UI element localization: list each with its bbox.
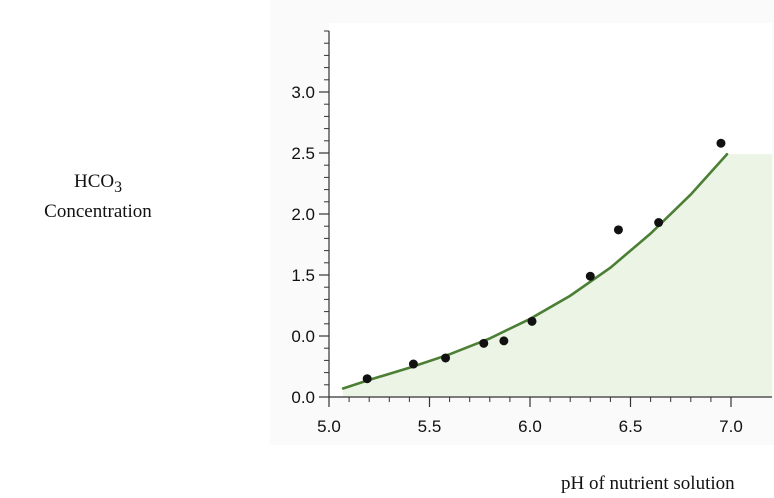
data-point	[654, 218, 664, 228]
x-tick-label: 5.5	[418, 417, 442, 436]
data-point	[613, 225, 623, 235]
y-axis-label: HCO3 Concentration	[18, 170, 178, 224]
y-tick-label: 3.0	[291, 83, 315, 102]
y-axis-label-line-1: HCO3	[18, 170, 178, 200]
y-tick-label: 0.0	[291, 327, 315, 346]
data-point	[479, 338, 489, 348]
x-axis-label: pH of nutrient solution	[561, 473, 735, 494]
x-tick-label: 6.5	[619, 417, 643, 436]
data-point	[362, 374, 372, 384]
y-tick-label: 2.0	[291, 205, 315, 224]
y-tick-label: 2.5	[291, 144, 315, 163]
x-tick-label: 5.0	[317, 417, 341, 436]
y-tick-label: 0.0	[291, 388, 315, 407]
data-point	[499, 336, 509, 346]
data-point	[408, 359, 418, 369]
y-axis-label-hco: HCO	[73, 171, 115, 192]
y-axis-label-subscript: 3	[114, 178, 123, 196]
x-tick-label: 6.0	[518, 417, 542, 436]
curve-fill-area	[343, 154, 772, 397]
data-point	[585, 271, 595, 281]
data-point	[716, 138, 726, 148]
x-tick-label: 7.0	[719, 417, 743, 436]
y-tick-label: 1.5	[291, 266, 315, 285]
y-axis-label-line-2: Concentration	[44, 200, 152, 222]
data-point	[527, 316, 537, 326]
data-point	[441, 353, 451, 363]
